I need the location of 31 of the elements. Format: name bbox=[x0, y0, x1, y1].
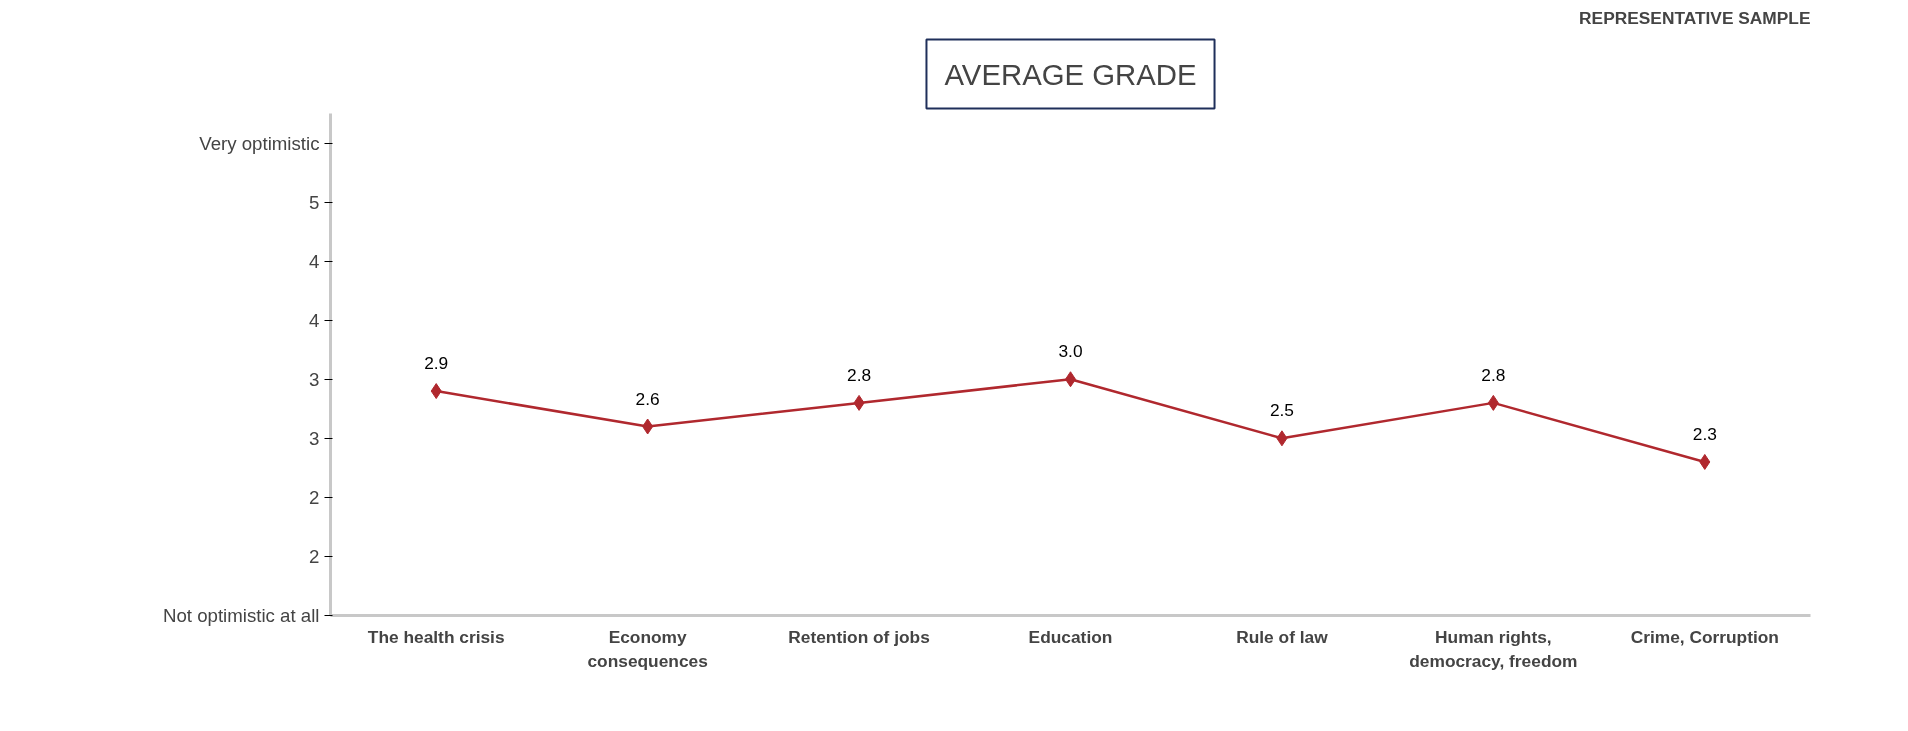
y-tick-label: 5 bbox=[309, 191, 320, 213]
x-tick-label: Human rights, democracy, freedom bbox=[1409, 626, 1578, 671]
y-tick-label: 2 bbox=[309, 545, 320, 567]
text: 2.8 bbox=[847, 364, 872, 385]
y-tick-label: 4 bbox=[309, 250, 320, 272]
chart-title: AVERAGE GRADE bbox=[944, 57, 1197, 91]
point bbox=[1699, 453, 1711, 470]
x-tick-label: Education bbox=[1028, 626, 1113, 647]
point bbox=[1487, 394, 1499, 411]
x-tick-label: Rule of law bbox=[1236, 626, 1329, 647]
point bbox=[1276, 430, 1288, 447]
y-tick-label: Very optimistic bbox=[199, 132, 320, 154]
x-tick-label: The health crisis bbox=[367, 626, 505, 647]
y-tick-label: 3 bbox=[309, 427, 320, 449]
text: 2.5 bbox=[1269, 400, 1294, 421]
x-tick-label: Retention of jobs bbox=[788, 626, 930, 647]
y-tick-label: 2 bbox=[309, 486, 320, 508]
x-tick-label: Economy consequences bbox=[587, 626, 708, 671]
y-tick-label: Not optimistic at all bbox=[162, 605, 320, 626]
point bbox=[642, 418, 654, 435]
text: 2.9 bbox=[424, 353, 449, 374]
y-tick-label: 3 bbox=[309, 368, 320, 390]
text: 3.0 bbox=[1058, 341, 1083, 362]
text: 2.6 bbox=[635, 388, 660, 409]
text: REPRESENTATIVE SAMPLE bbox=[1579, 7, 1811, 28]
y-tick-label: 4 bbox=[309, 309, 320, 331]
point bbox=[853, 394, 865, 411]
x-tick-label: Crime, Corruption bbox=[1630, 626, 1779, 647]
text: 2.8 bbox=[1481, 364, 1506, 385]
point bbox=[430, 383, 442, 400]
text: 2.3 bbox=[1692, 423, 1717, 444]
